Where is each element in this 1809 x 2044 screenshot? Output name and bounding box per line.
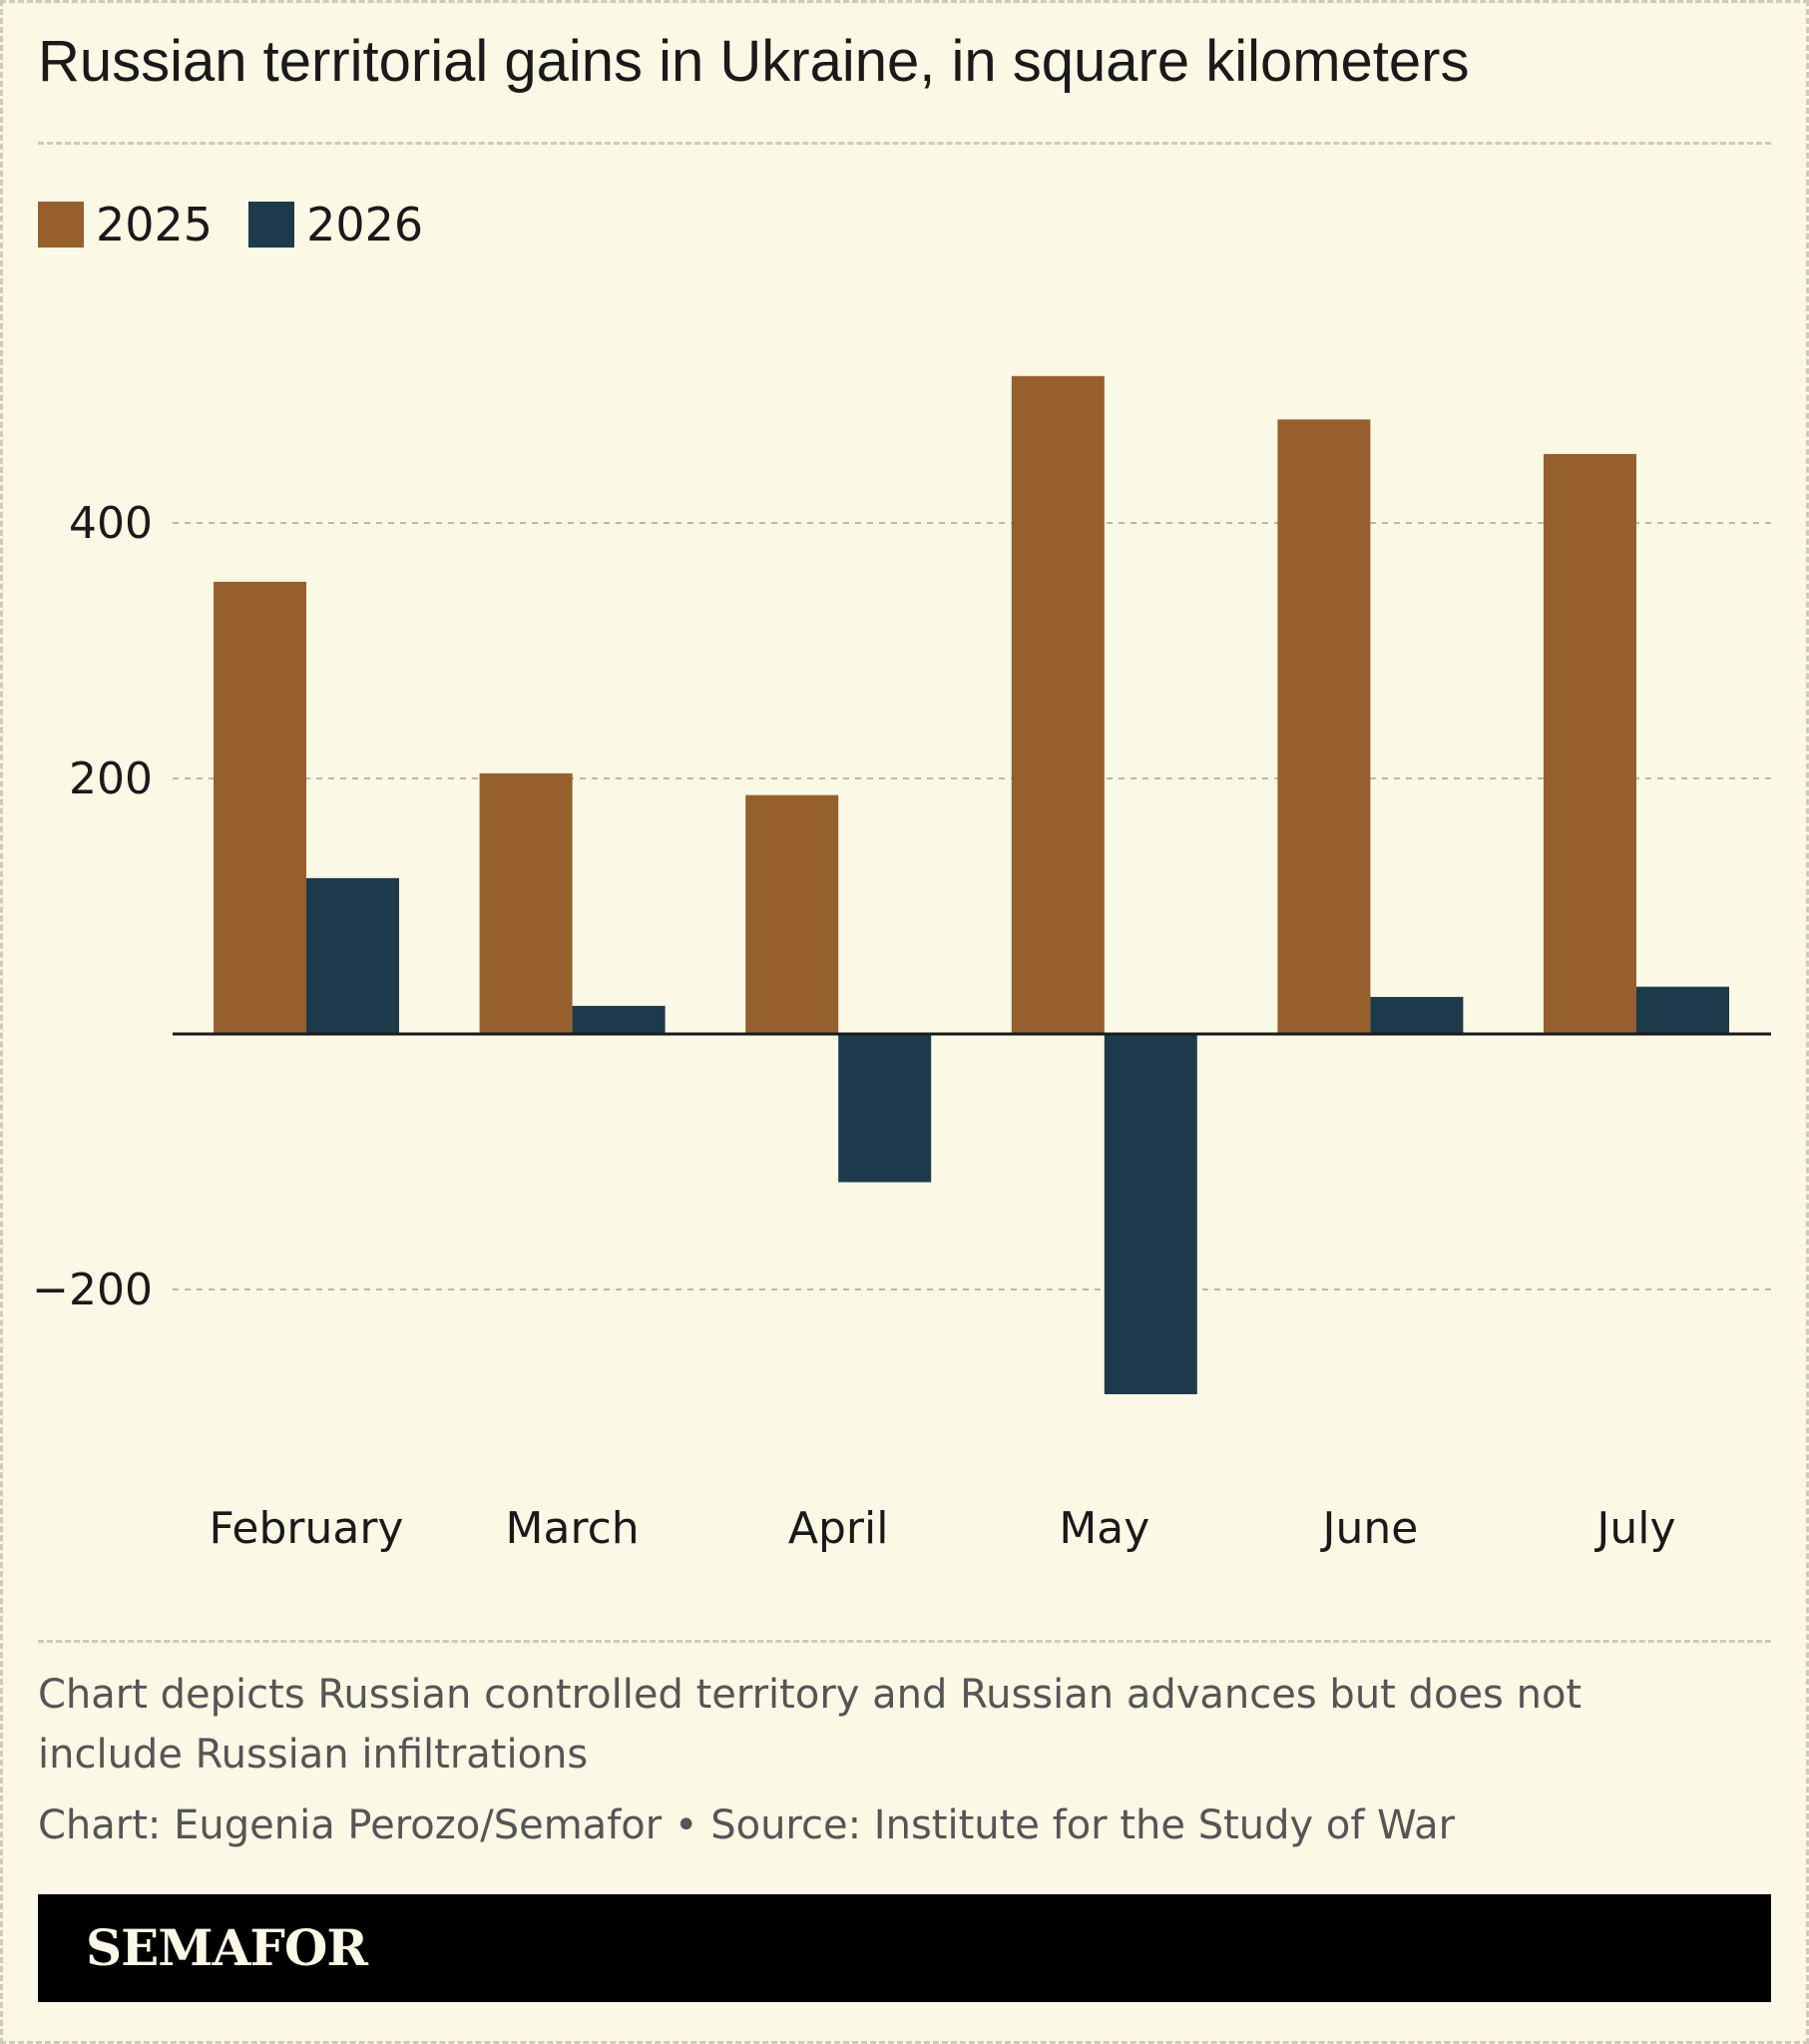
footer-bar: SEMAFOR — [38, 1894, 1771, 2002]
footer-divider — [38, 1640, 1771, 1643]
legend-label-2025: 2025 — [96, 198, 214, 252]
bar-2025-april — [745, 794, 839, 1034]
bar-2026-march — [572, 1005, 666, 1034]
legend-swatch-2025 — [38, 202, 84, 248]
legend: 2025 2026 — [38, 198, 459, 252]
chart-credit: Chart: Eugenia Perozo/Semafor • Source: … — [38, 1802, 1456, 1848]
bar-2025-february — [214, 581, 306, 1034]
bar-2026-july — [1636, 986, 1729, 1034]
chart-note: Chart depicts Russian controlled territo… — [38, 1672, 1583, 1778]
legend-swatch-2026 — [248, 202, 295, 248]
bar-2026-february — [306, 877, 399, 1034]
x-category-label: June — [1319, 1503, 1418, 1554]
bar-2025-july — [1544, 453, 1636, 1034]
brand-logo: SEMAFOR — [86, 1918, 368, 1977]
x-category-label: May — [1059, 1503, 1149, 1554]
y-tick-label: 200 — [69, 754, 153, 804]
legend-item-2026: 2026 — [248, 198, 423, 252]
bar-2026-april — [838, 1034, 932, 1183]
chart-title: Russian territorial gains in Ukraine, in… — [38, 29, 1470, 94]
x-category-label: February — [210, 1503, 404, 1554]
x-category-label: April — [788, 1503, 889, 1554]
y-tick-label: 400 — [69, 498, 153, 549]
bar-2026-may — [1104, 1034, 1197, 1394]
legend-label-2026: 2026 — [306, 198, 424, 252]
bar-2025-june — [1277, 419, 1371, 1034]
legend-item-2025: 2025 — [38, 198, 213, 252]
bar-2025-march — [479, 772, 573, 1034]
y-tick-label: −200 — [32, 1265, 153, 1315]
x-category-label: March — [506, 1503, 640, 1554]
bar-chart: 400 200 −200 February March April May June July — [32, 375, 1771, 1554]
bar-2026-june — [1370, 996, 1464, 1034]
x-category-label: July — [1593, 1503, 1675, 1554]
title-divider — [38, 142, 1771, 145]
bar-2025-may — [1011, 375, 1105, 1034]
